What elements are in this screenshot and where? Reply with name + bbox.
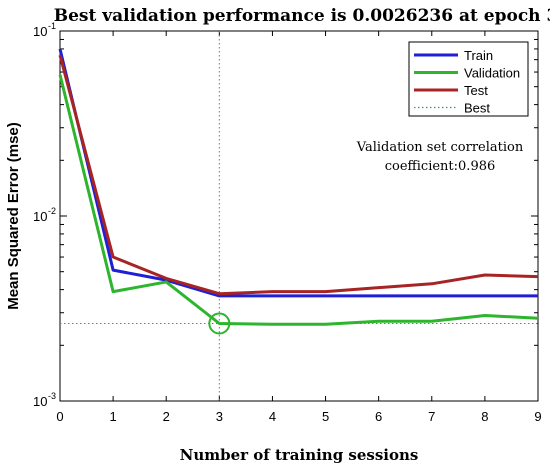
legend: Train Validation Test Best [408, 41, 529, 117]
y-tick-exponent-1: -2 [48, 206, 56, 216]
correlation-annotation-line1: Validation set correlation [356, 140, 524, 155]
x-tick-label-0: 0 [56, 409, 63, 424]
correlation-annotation-line2: coefficient:0.986 [385, 159, 496, 174]
x-tick-label-3: 3 [216, 409, 223, 424]
legend-label-train: Train [464, 48, 493, 63]
x-tick-label-8: 8 [481, 409, 488, 424]
x-tick-label-7: 7 [428, 409, 435, 424]
x-axis-label: Number of training sessions [180, 446, 419, 464]
y-tick-label-0: 10 [33, 24, 47, 39]
y-tick-exponent-2: -3 [48, 391, 56, 401]
x-tick-label-5: 5 [322, 409, 329, 424]
x-tick-label-1: 1 [109, 409, 116, 424]
legend-label-validation: Validation [464, 66, 520, 81]
y-tick-label-1: 10 [33, 209, 47, 224]
x-tick-label-9: 9 [534, 409, 541, 424]
y-tick-label-2: 10 [33, 394, 47, 409]
legend-label-test: Test [464, 83, 488, 98]
y-axis-label: Mean Squared Error (mse) [5, 122, 22, 310]
chart-title: Best validation performance is 0.0026236… [54, 6, 550, 26]
series-line-train [58, 48, 538, 298]
legend-label-best: Best [464, 101, 490, 116]
series-line-test [58, 54, 539, 296]
series-line-validation [58, 74, 539, 326]
x-tick-label-6: 6 [375, 409, 382, 424]
x-tick-label-4: 4 [269, 409, 276, 424]
legend-items: Train Validation Test Best [414, 48, 520, 116]
series-lines [58, 48, 539, 335]
best-guides [60, 31, 538, 401]
y-tick-exponent-0: -1 [48, 21, 56, 31]
x-tick-label-2: 2 [163, 409, 170, 424]
best-point-marker [208, 312, 231, 335]
